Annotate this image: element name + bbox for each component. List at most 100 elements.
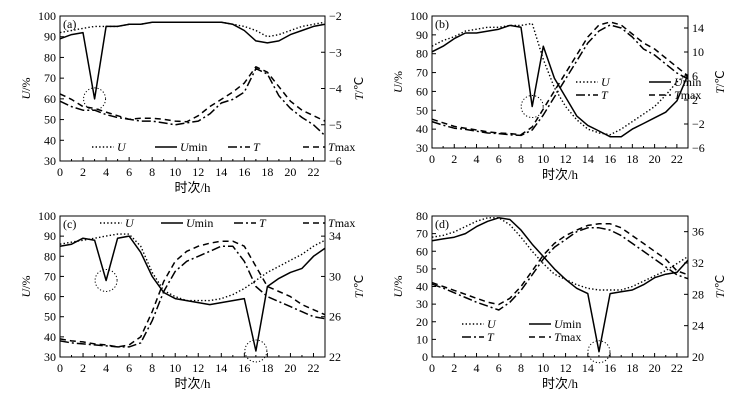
- legend-label-u: U: [117, 140, 127, 154]
- y-tick-label: 100: [410, 9, 428, 23]
- series-line-t: [431, 227, 689, 311]
- y-axis-title: U/%: [19, 77, 33, 99]
- series-line-umin: [431, 24, 689, 138]
- y-tick-label: 90: [44, 229, 56, 243]
- legend-label-t: T: [259, 216, 267, 230]
- x-tick-label: 0: [57, 361, 63, 375]
- series-line-t: [59, 67, 326, 137]
- x-tick-label: 2: [451, 361, 457, 375]
- y-tick-label: 50: [44, 113, 56, 127]
- y-tick-label: 100: [38, 209, 56, 223]
- y2-tick-label: 36: [692, 225, 704, 239]
- y2-tick-label: 32: [692, 256, 704, 270]
- y-tick-label: 60: [416, 84, 428, 98]
- y-tick-label: 30: [416, 141, 428, 155]
- x-axis-title: 时次/h: [174, 376, 211, 391]
- y-tick-label: 40: [44, 133, 56, 147]
- series-line-u: [431, 22, 689, 136]
- series-line-u: [59, 233, 326, 302]
- y2-tick-label: 28: [692, 287, 704, 301]
- x-tick-label: 8: [518, 152, 524, 166]
- x-tick-label: 22: [671, 361, 683, 375]
- x-tick-label: 16: [238, 361, 250, 375]
- legend-label-u: U: [601, 75, 611, 89]
- y-tick-label: 70: [44, 269, 56, 283]
- y2-axis-title: T/℃: [713, 70, 727, 94]
- annotation-circle: [587, 340, 611, 364]
- x-tick-label: 12: [560, 152, 572, 166]
- y2-tick-label: −2: [692, 117, 705, 131]
- chart-panel-3: 0 2 4 6 8 10 12 14 16 18 20 22 30 40 50 60 70 80 90 100 22 26…: [19, 209, 366, 391]
- x-tick-label: 6: [126, 361, 132, 375]
- legend-label-umin: Umin: [554, 317, 581, 331]
- y2-tick-label: 20: [692, 350, 704, 364]
- x-tick-label: 10: [169, 361, 181, 375]
- x-tick-label: 0: [57, 165, 63, 179]
- x-tick-label: 22: [307, 165, 319, 179]
- legend-label-umin: Umin: [674, 75, 701, 89]
- x-axis-title: 时次/h: [542, 167, 579, 182]
- x-tick-label: 6: [496, 152, 502, 166]
- x-tick-label: 14: [215, 361, 227, 375]
- x-tick-label: 6: [496, 361, 502, 375]
- legend-label-umin: Umin: [180, 140, 207, 154]
- x-tick-label: 18: [261, 361, 273, 375]
- x-tick-label: 20: [284, 361, 296, 375]
- series-line-t: [431, 24, 689, 137]
- x-tick-label: 2: [80, 165, 86, 179]
- series-line-umin: [59, 235, 326, 352]
- y-tick-label: 80: [416, 47, 428, 61]
- y2-tick-label: −6: [329, 154, 342, 168]
- y2-tick-label: 10: [692, 45, 704, 59]
- series-line-umin: [431, 217, 689, 353]
- x-tick-label: 6: [126, 165, 132, 179]
- annotation-circle: [94, 268, 118, 292]
- x-tick-label: 18: [261, 165, 273, 179]
- annotation-circle: [520, 95, 544, 119]
- y2-tick-label: 26: [329, 310, 341, 324]
- y-tick-label: 50: [416, 262, 428, 276]
- y-tick-label: 70: [44, 71, 56, 85]
- chart-panel-1: 0 2 4 6 8 10 12 14 16 18 20 22 30 40 50 60 70 80 90 100 −6 −5…: [19, 9, 366, 195]
- y2-tick-label: 22: [329, 350, 341, 364]
- annotation-circle: [83, 87, 107, 111]
- y2-axis-title: T/℃: [352, 77, 366, 101]
- chart-panel-4: 0 2 4 6 8 10 12 14 16 18 20 22010203040506070802024…: [391, 209, 727, 391]
- x-tick-label: 16: [238, 165, 250, 179]
- y-tick-label: 70: [416, 227, 428, 241]
- legend-label-t: T: [487, 330, 495, 344]
- x-tick-label: 10: [537, 361, 549, 375]
- chart-legend: U Umin T Tmax: [576, 75, 701, 102]
- y-tick-label: 90: [44, 30, 56, 44]
- y-tick-label: 90: [416, 28, 428, 42]
- x-tick-label: 4: [474, 361, 480, 375]
- series-line-u: [431, 217, 689, 291]
- y-axis-title: U/%: [19, 275, 33, 297]
- y2-tick-label: 14: [692, 21, 704, 35]
- y2-axis-title: T/℃: [713, 275, 727, 299]
- x-tick-label: 18: [626, 361, 638, 375]
- y-tick-label: 10: [416, 332, 428, 346]
- x-tick-label: 20: [649, 361, 661, 375]
- y2-tick-label: 34: [329, 229, 341, 243]
- legend-label-tmax: Tmax: [674, 88, 701, 102]
- y2-axis-title: T/℃: [352, 275, 366, 299]
- chart-panel-2: 0 2 4 6 8 10 12 14 16 18 20 22 30 40 50 60 70 80 90 100 −6 −2…: [391, 9, 727, 182]
- legend-label-t: T: [601, 88, 609, 102]
- x-tick-label: 12: [192, 165, 204, 179]
- x-tick-label: 4: [474, 152, 480, 166]
- x-tick-label: 0: [429, 361, 435, 375]
- series-line-tmax: [431, 223, 689, 306]
- legend-label-u: U: [125, 216, 135, 230]
- y2-tick-label: −5: [329, 118, 342, 132]
- annotation-circle: [244, 339, 268, 363]
- y-tick-label: 30: [44, 154, 56, 168]
- x-axis-title: 时次/h: [174, 180, 211, 195]
- y2-tick-label: −2: [329, 9, 342, 23]
- x-tick-label: 8: [149, 361, 155, 375]
- y2-tick-label: 24: [692, 319, 704, 333]
- y-axis-title: U/%: [391, 275, 405, 297]
- x-tick-label: 0: [429, 152, 435, 166]
- plot-frame: [59, 215, 326, 358]
- y-tick-label: 70: [416, 66, 428, 80]
